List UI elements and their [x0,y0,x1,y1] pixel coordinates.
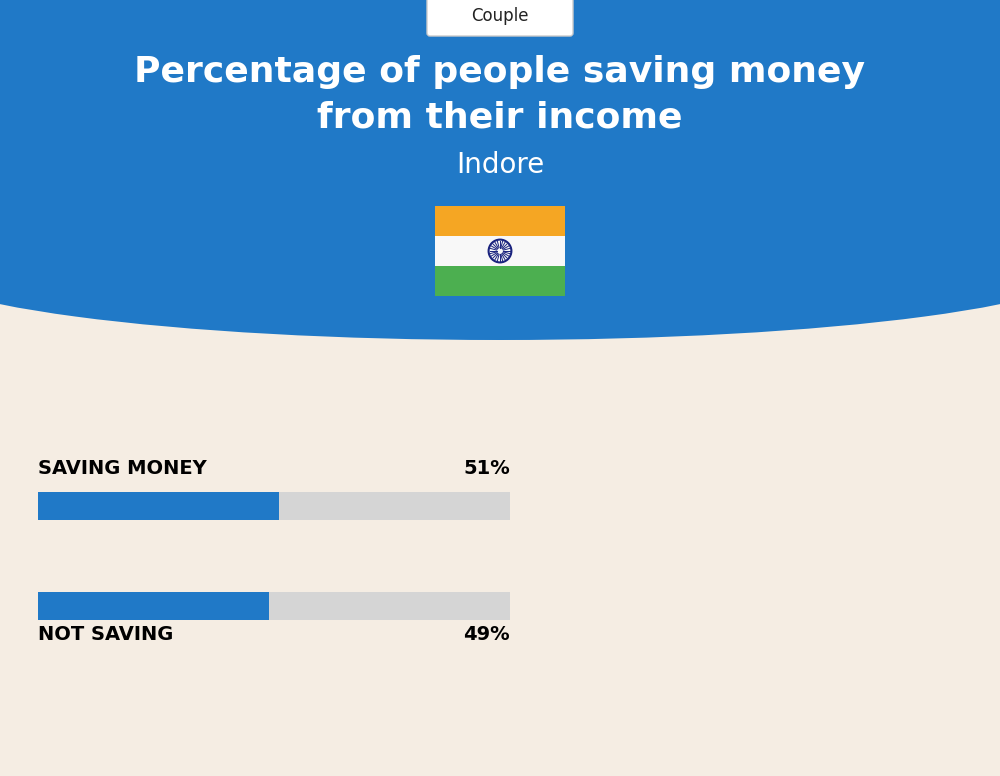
Bar [38,492,279,520]
Text: 49%: 49% [463,625,510,645]
Bar [435,236,565,266]
Bar [0,0,1000,260]
Text: SAVING MONEY: SAVING MONEY [38,459,207,477]
Text: Couple: Couple [471,7,529,25]
Text: Percentage of people saving money: Percentage of people saving money [134,55,866,89]
Text: 51%: 51% [463,459,510,477]
Bar [435,206,565,236]
Text: from their income: from their income [317,101,683,135]
Bar [38,592,510,620]
Bar [435,266,565,296]
Bar [38,492,510,520]
FancyBboxPatch shape [427,0,573,36]
Text: NOT SAVING: NOT SAVING [38,625,173,645]
Text: Indore: Indore [456,151,544,179]
Ellipse shape [0,180,1000,340]
Bar [38,592,269,620]
